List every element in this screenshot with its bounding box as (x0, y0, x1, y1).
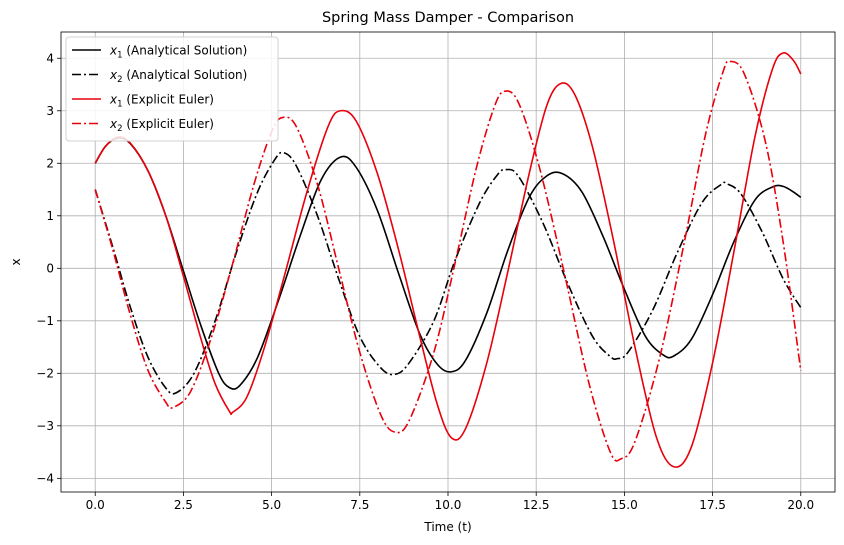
legend-label-symbol: x (109, 44, 118, 58)
legend-label-text: (Explicit Euler) (123, 117, 214, 131)
x-tick-label: 0.0 (86, 498, 105, 512)
x-tick-label: 17.5 (699, 498, 726, 512)
legend-label: x2 (Explicit Euler) (109, 117, 214, 134)
x-tick-label: 2.5 (174, 498, 193, 512)
legend-label-subscript: 2 (117, 124, 122, 134)
y-tick-label: 3 (46, 104, 54, 118)
y-tick-label: 1 (46, 209, 54, 223)
legend-label: x1 (Explicit Euler) (109, 93, 214, 110)
y-tick-label: −3 (36, 419, 54, 433)
x-axis-ticks: 0.0 2.5 5.0 7.5 10.0 12.5 15.0 17.5 20.0 (86, 492, 814, 512)
grid (61, 32, 835, 492)
y-tick-label: 0 (46, 262, 54, 276)
legend: x1 (Analytical Solution)x2 (Analytical S… (65, 36, 279, 142)
series-x1-analytical-line (94, 137, 802, 390)
x-axis-label: Time (t) (423, 520, 471, 534)
y-axis-ticks: −4 −3 −2 −1 0 1 2 3 4 (36, 52, 61, 486)
y-tick-label: −1 (36, 314, 54, 328)
legend-label-symbol: x (109, 68, 118, 82)
legend-label-symbol: x (109, 117, 118, 131)
legend-box (65, 36, 279, 142)
legend-label-subscript: 2 (117, 75, 122, 85)
x-tick-label: 20.0 (787, 498, 814, 512)
x-tick-label: 5.0 (262, 498, 281, 512)
legend-label: x1 (Analytical Solution) (109, 44, 247, 61)
series-x2-explicit-euler-line (94, 60, 802, 462)
y-axis-label: x (9, 258, 23, 265)
legend-label: x2 (Analytical Solution) (109, 68, 247, 85)
y-tick-label: −4 (36, 472, 54, 486)
x-tick-label: 12.5 (523, 498, 550, 512)
y-tick-label: 2 (46, 157, 54, 171)
legend-label-subscript: 1 (117, 51, 122, 61)
y-tick-label: −2 (36, 367, 54, 381)
series-x2-analytical-line (94, 151, 802, 395)
series-x1-explicit-euler-line (94, 52, 802, 468)
legend-label-symbol: x (109, 93, 118, 107)
legend-label-text: (Explicit Euler) (123, 93, 214, 107)
y-tick-label: 4 (46, 52, 54, 66)
x-tick-label: 15.0 (611, 498, 638, 512)
plot-frame (60, 31, 836, 493)
legend-label-subscript: 1 (117, 100, 122, 110)
x-tick-label: 10.0 (435, 498, 462, 512)
x-tick-label: 7.5 (350, 498, 369, 512)
legend-label-text: (Analytical Solution) (123, 44, 248, 58)
legend-label-text: (Analytical Solution) (123, 68, 248, 82)
chart-title: Spring Mass Damper - Comparison (322, 10, 574, 26)
series-lines (94, 52, 802, 468)
